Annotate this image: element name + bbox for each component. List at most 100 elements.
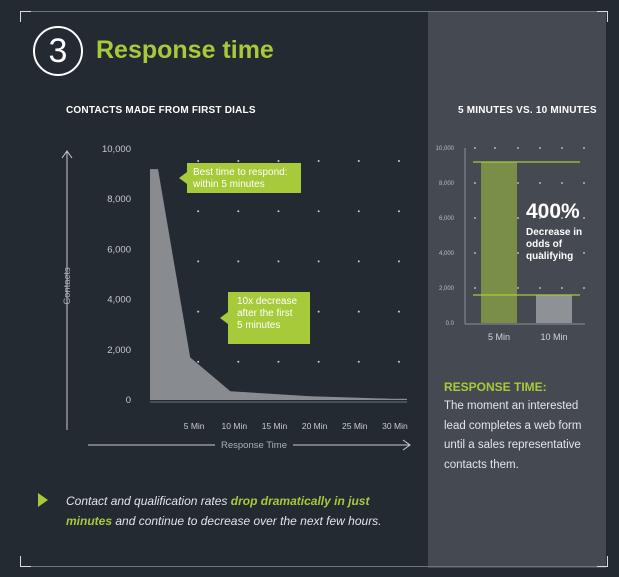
side-grid-dot	[561, 252, 563, 254]
callout-best-line-1: Best time to respond:	[193, 167, 288, 178]
definition-heading: RESPONSE TIME:	[444, 380, 547, 394]
y-axis-arrow-icon	[61, 150, 73, 159]
grid-dot	[397, 310, 400, 313]
grid-dot	[237, 260, 240, 263]
grid-dot	[197, 210, 200, 213]
grid-dot	[197, 160, 200, 162]
contacts-area-series	[150, 169, 407, 400]
side-grid-dot	[494, 147, 496, 149]
side-grid-dot	[474, 147, 476, 149]
side-y-tick-label: 10,000	[436, 146, 455, 152]
side-grid-dot	[517, 182, 519, 184]
side-grid-dot	[517, 287, 519, 289]
y-axis-label: Contacts	[62, 267, 73, 305]
side-grid-dot	[474, 252, 476, 254]
grid-dot	[317, 310, 320, 313]
grid-dot	[277, 360, 280, 363]
y-tick-label: 0	[126, 395, 131, 406]
side-grid-dot	[583, 182, 585, 184]
corner-mark-top-left	[20, 11, 31, 22]
grid-dot	[277, 160, 280, 162]
side-y-tick-label: 4,000	[439, 251, 455, 257]
x-tick-label: 30 Min	[382, 421, 408, 431]
grid-dot	[397, 260, 400, 263]
corner-mark-top-right	[597, 11, 608, 22]
x-axis-arrow-icon	[402, 439, 411, 451]
bottom-border	[30, 566, 597, 567]
side-grid-dot	[561, 147, 563, 149]
side-grid-dot	[474, 217, 476, 219]
side-y-tick-label: 2,000	[439, 286, 455, 292]
takeaway-text: Contact and qualification rates drop dra…	[66, 491, 416, 531]
side-y-tick-label: 0.0	[446, 321, 455, 327]
grid-dot	[357, 260, 360, 263]
grid-dot	[397, 360, 400, 363]
x-tick-label: 15 Min	[262, 421, 288, 431]
takeaway-highlight: drop dramatically in just minutes	[66, 494, 370, 528]
bar-10-min	[536, 295, 572, 323]
side-grid-dot	[583, 217, 585, 219]
side-y-tick-label: 6,000	[439, 216, 455, 222]
side-x-tick-label: 10 Min	[540, 332, 567, 342]
takeaway-part-2: and continue to decrease over the next f…	[112, 514, 382, 528]
callout-decrease: 10x decrease after the first 5 minutes	[220, 292, 310, 344]
main-chart-title: CONTACTS MADE FROM FIRST DIALS	[66, 105, 256, 116]
grid-dot	[197, 260, 200, 263]
bar-5-min	[481, 162, 517, 323]
callout-decrease-line-1: 10x decrease	[237, 296, 298, 307]
grid-dot	[237, 160, 240, 162]
grid-dot	[317, 260, 320, 263]
x-tick-label: 25 Min	[342, 421, 368, 431]
x-tick-label: 10 Min	[222, 421, 248, 431]
decrease-stat-label: Decrease in odds of qualifying	[526, 227, 583, 262]
side-grid-dot	[474, 287, 476, 289]
side-grid-dot	[539, 287, 541, 289]
callout-decrease-line-3: 5 minutes	[237, 320, 281, 331]
grid-dot	[357, 210, 360, 213]
side-grid-dot	[561, 287, 563, 289]
decrease-stat-value: 400%	[526, 200, 580, 223]
side-grid-dot	[583, 252, 585, 254]
x-axis-label: Response Time	[221, 440, 287, 451]
grid-dot	[237, 360, 240, 363]
grid-dot	[317, 360, 320, 363]
side-grid-dot	[583, 287, 585, 289]
definition-text: The moment an interested lead completes …	[444, 400, 582, 471]
corner-mark-bottom-right	[597, 556, 608, 567]
side-grid-dot	[583, 147, 585, 149]
grid-dot	[357, 160, 360, 162]
grid-dot	[317, 160, 320, 162]
side-grid-dot	[517, 217, 519, 219]
step-number-badge: 3	[33, 26, 83, 76]
grid-dot	[277, 260, 280, 263]
grid-dot	[197, 360, 200, 363]
grid-dot	[357, 310, 360, 313]
section-title: Response time	[96, 36, 274, 64]
side-grid-dot	[474, 182, 476, 184]
grid-dot	[237, 210, 240, 213]
side-grid-dot	[561, 217, 563, 219]
x-tick-label: 20 Min	[302, 421, 328, 431]
callout-best-time: Best time to respond: within 5 minutes	[179, 163, 301, 193]
side-grid-dot	[539, 217, 541, 219]
y-tick-label: 10,000	[102, 144, 131, 155]
side-grid-dot	[561, 182, 563, 184]
grid-dot	[317, 210, 320, 213]
y-tick-label: 8,000	[107, 194, 131, 205]
side-grid-dot	[539, 147, 541, 149]
y-tick-label: 2,000	[107, 345, 131, 356]
grid-dot	[277, 210, 280, 213]
corner-mark-bottom-left	[20, 556, 31, 567]
side-grid-dot	[539, 182, 541, 184]
side-x-tick-label: 5 Min	[488, 332, 510, 342]
side-grid-dot	[539, 252, 541, 254]
callout-best-line-2: within 5 minutes	[193, 179, 265, 190]
side-grid-dot	[517, 252, 519, 254]
takeaway-part-1: Contact and qualification rates	[66, 494, 231, 508]
side-chart-title: 5 MINUTES VS. 10 MINUTES	[458, 105, 597, 116]
y-tick-label: 6,000	[107, 244, 131, 255]
grid-dot	[397, 160, 400, 162]
